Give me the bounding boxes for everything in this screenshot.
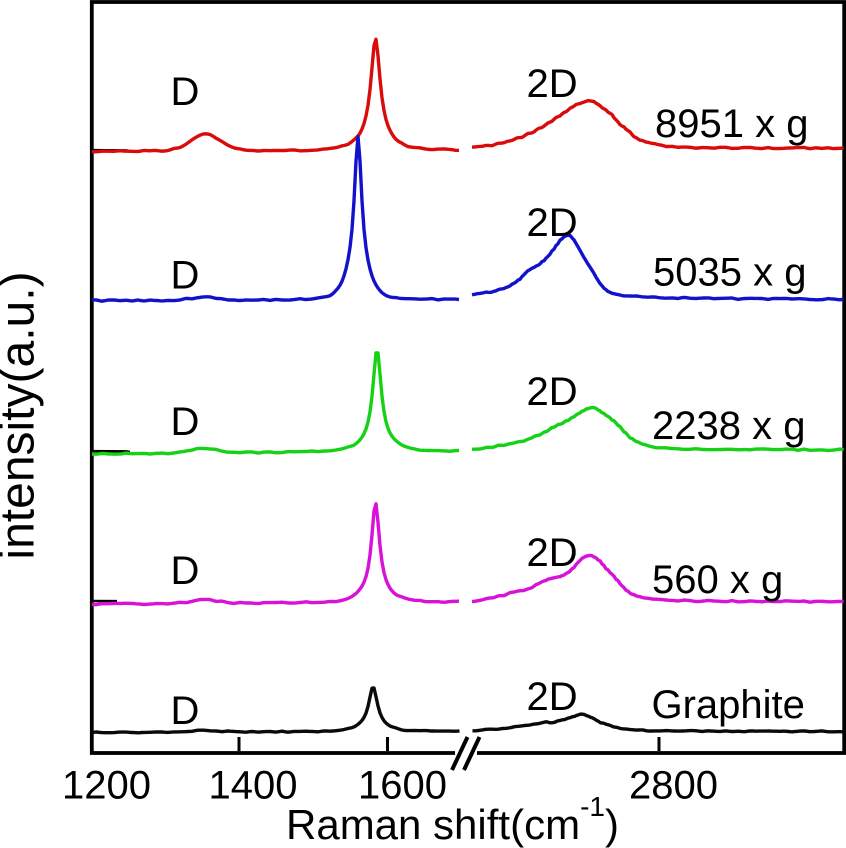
svg-text:intensity(a.u.): intensity(a.u.)	[0, 271, 45, 559]
svg-text:2D: 2D	[527, 201, 578, 245]
svg-text:560 x g: 560 x g	[652, 558, 783, 602]
svg-text:Graphite: Graphite	[652, 683, 805, 727]
svg-text:1400: 1400	[209, 764, 298, 808]
svg-text:D: D	[171, 549, 200, 593]
svg-text:2D: 2D	[527, 531, 578, 575]
svg-text:D: D	[171, 254, 200, 298]
svg-text:D: D	[171, 400, 200, 444]
svg-text:D: D	[171, 70, 200, 114]
svg-text:D: D	[171, 689, 200, 733]
svg-text:2D: 2D	[527, 62, 578, 106]
svg-text:2238 x g: 2238 x g	[652, 404, 805, 448]
svg-text:5035 x g: 5035 x g	[653, 251, 806, 295]
svg-text:1200: 1200	[62, 764, 151, 808]
svg-text:2D: 2D	[527, 675, 578, 719]
svg-text:8951 x g: 8951 x g	[655, 102, 808, 146]
svg-text:2800: 2800	[629, 764, 718, 808]
svg-text:1600: 1600	[358, 764, 447, 808]
svg-text:Raman shift(cm-1): Raman shift(cm-1)	[286, 791, 619, 848]
svg-text:2D: 2D	[527, 370, 578, 414]
